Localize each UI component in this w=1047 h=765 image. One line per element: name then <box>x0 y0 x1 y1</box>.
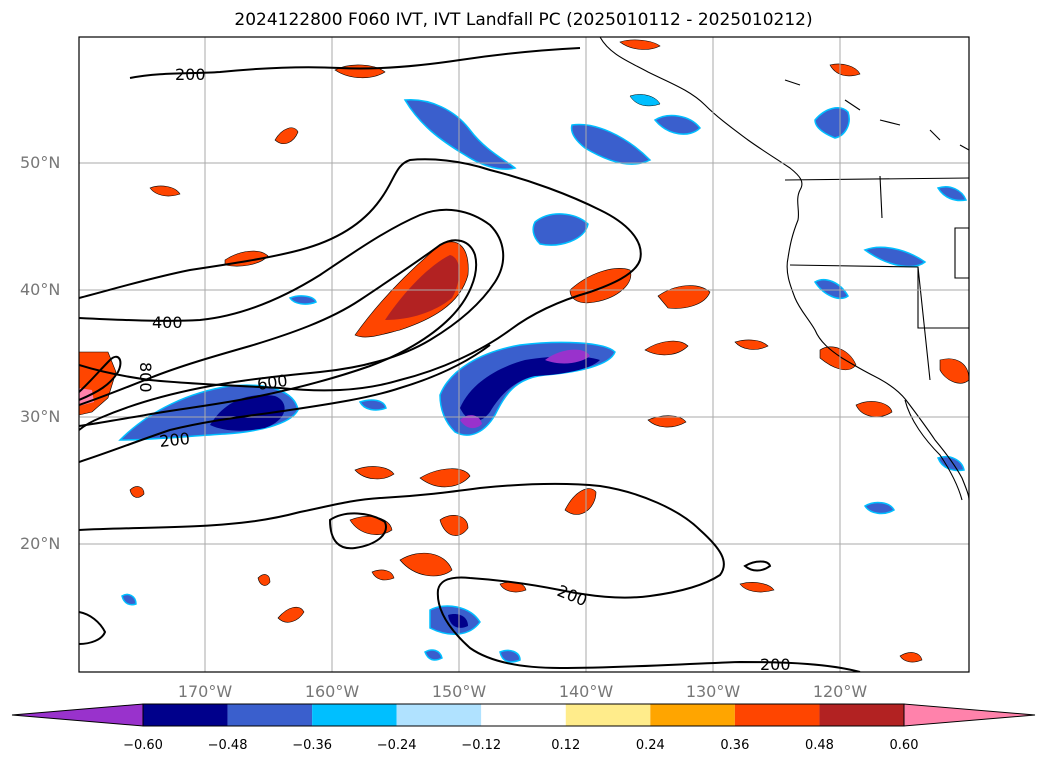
gridlines <box>79 37 969 672</box>
colorbar-extend-high <box>903 703 1036 727</box>
colorbar-box <box>396 704 482 726</box>
colorbar-tick-label: −0.24 <box>376 738 417 753</box>
colorbar-tick-label: 0.48 <box>804 738 834 753</box>
lon-label-120w: 120°W <box>812 682 868 701</box>
colorbar-tick-label: −0.12 <box>461 738 502 753</box>
lat-label-50n: 50°N <box>20 153 61 172</box>
colorbar <box>11 703 1036 727</box>
lon-label-150w: 150°W <box>431 682 487 701</box>
colorbar-box <box>819 704 904 726</box>
map-plot-area: 200 400 600 800 200 200 200 <box>79 37 969 674</box>
colorbar-tick-label: 0.60 <box>889 738 919 753</box>
contour-label-200-bottom: 200 <box>760 655 791 674</box>
colorbar-tick-label: 0.36 <box>720 738 750 753</box>
contour-label-200-west: 200 <box>158 429 190 451</box>
lon-label-160w: 160°W <box>304 682 360 701</box>
colorbar-tick-label: −0.36 <box>292 738 333 753</box>
colorbar-extend-low <box>11 703 144 727</box>
colorbar-box <box>650 704 735 726</box>
colorbar-box <box>143 704 228 726</box>
colorbar-tick-label: −0.60 <box>123 738 163 753</box>
colorbar-box <box>481 704 566 726</box>
colorbar-box <box>565 704 651 726</box>
colorbar-box <box>734 704 820 726</box>
lat-label-40n: 40°N <box>20 280 61 299</box>
colorbar-tick-label: 0.24 <box>635 738 665 753</box>
lon-label-130w: 130°W <box>685 682 741 701</box>
colorbar-box <box>227 704 313 726</box>
colorbar-box <box>312 704 397 726</box>
coastline <box>599 37 969 501</box>
lon-label-170w: 170°W <box>177 682 233 701</box>
colorbar-frame <box>142 703 905 727</box>
ivt-contours <box>79 47 861 672</box>
lat-label-30n: 30°N <box>20 407 61 426</box>
contour-labels: 200 400 600 800 200 200 200 <box>136 65 791 674</box>
lon-label-140w: 140°W <box>558 682 614 701</box>
contour-label-600: 600 <box>256 371 289 394</box>
contour-label-200-north: 200 <box>175 65 206 84</box>
colorbar-tick-label: 0.12 <box>551 738 581 753</box>
plot-frame <box>78 36 970 673</box>
map-title: 2024122800 F060 IVT, IVT Landfall PC (20… <box>234 10 813 30</box>
contour-label-400: 400 <box>152 313 183 332</box>
lat-label-20n: 20°N <box>20 534 61 553</box>
contour-label-800: 800 <box>136 362 155 393</box>
colorbar-tick-label: −0.48 <box>207 738 248 753</box>
